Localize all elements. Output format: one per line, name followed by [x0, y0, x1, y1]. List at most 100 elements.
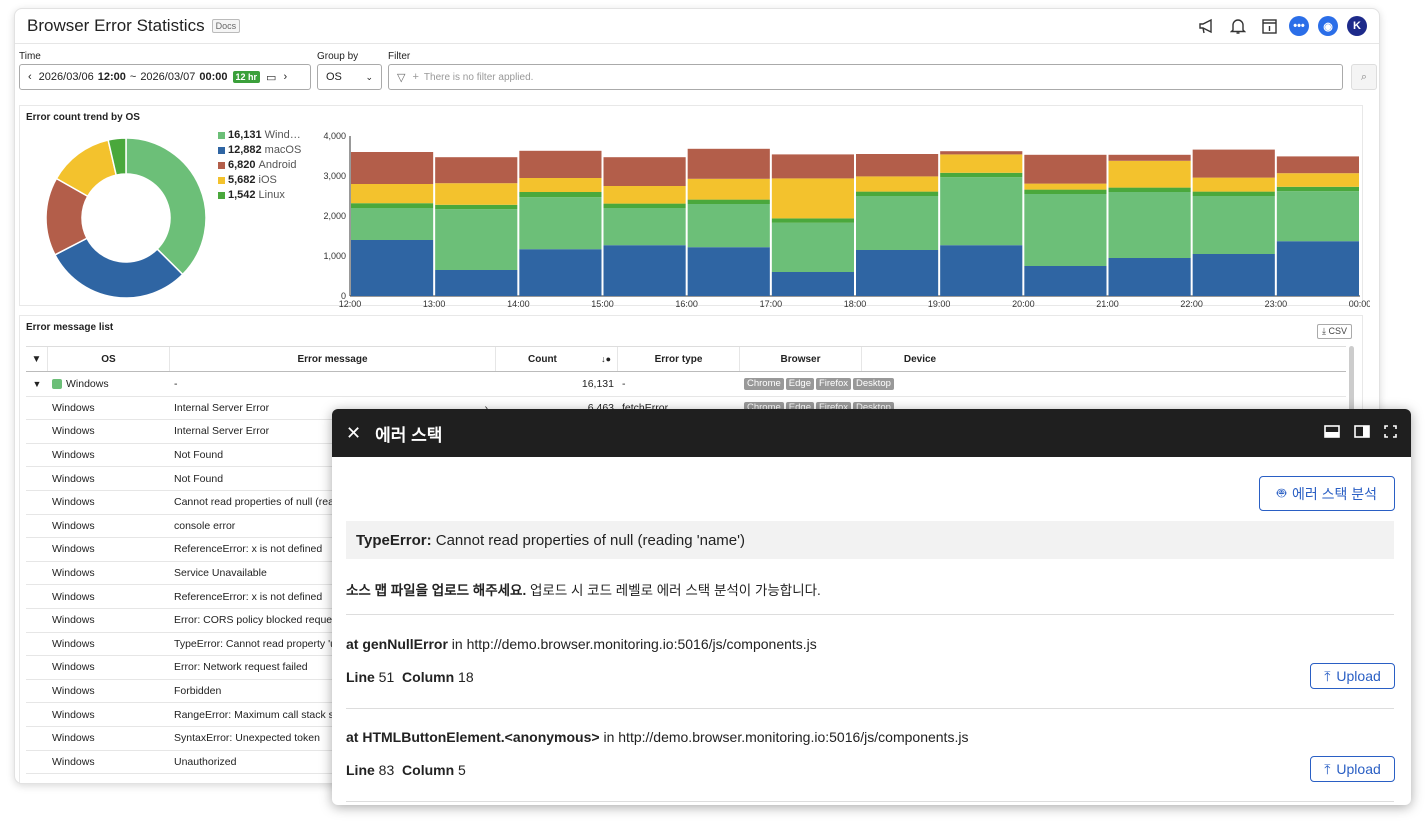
bar-android [687, 148, 770, 179]
x-tick-label: 17:00 [760, 299, 783, 309]
divider [346, 614, 1394, 615]
row-os: Windows [52, 661, 95, 674]
bar-android [519, 150, 602, 178]
csv-button[interactable]: ⤓ CSV [1317, 324, 1352, 339]
megaphone-icon[interactable] [1196, 15, 1218, 37]
group-os-label: Windows [66, 378, 109, 391]
prev-icon[interactable]: ‹ [28, 71, 32, 83]
y-tick-label: 3,000 [323, 171, 346, 181]
col-count[interactable]: Count ↓● [496, 347, 618, 371]
bar-android [1024, 154, 1107, 184]
bar-macos [351, 240, 434, 296]
notice-rest: 업로드 시 코드 레벨로 에러 스택 분석이 가능합니다. [529, 583, 821, 598]
x-tick-label: 12:00 [339, 299, 362, 309]
close-icon[interactable]: ✕ [346, 422, 362, 443]
docs-link[interactable]: Docs [211, 19, 241, 33]
legend-name: Wind… [264, 129, 301, 141]
bar-macos [940, 245, 1023, 296]
donut-slice-windows [125, 137, 207, 276]
bar-macos [519, 249, 602, 296]
chat-icon[interactable]: ••• [1289, 16, 1309, 36]
legend-item[interactable]: 1,542 Linux [218, 188, 301, 203]
row-msg: console error [174, 519, 236, 532]
x-tick-label: 13:00 [423, 299, 446, 309]
bar-linux [1276, 186, 1359, 192]
row-spacer [26, 515, 48, 538]
row-msg-cell: Internal Server Error [170, 420, 496, 443]
col-error-type[interactable]: Error type [618, 347, 740, 371]
col-device[interactable]: Device [903, 353, 937, 365]
frame-1-position: Line 51 Column 18 [346, 669, 474, 685]
dock-right-icon[interactable] [1354, 425, 1370, 441]
bar-windows [435, 209, 518, 270]
line-value: 51 [378, 669, 395, 685]
row-os: Windows [52, 685, 95, 698]
bar-ios [1024, 183, 1107, 190]
group-by-select[interactable]: OS ⌄ [317, 64, 382, 90]
legend-item[interactable]: 12,882 macOS [218, 143, 301, 158]
row-msg-cell: Error: Network request failed [170, 656, 496, 679]
col-os[interactable]: OS [48, 347, 170, 371]
time-from: 12:00 [97, 71, 126, 83]
chevron-right-icon[interactable]: › [484, 401, 489, 414]
bar-ios [940, 154, 1023, 173]
legend-item[interactable]: 6,820 Android [218, 158, 301, 173]
table-header: ▼ OS Error message Count ↓● Error type Br… [26, 346, 1346, 372]
search-button[interactable]: ⌕ [1351, 64, 1377, 90]
range-separator: ~ [129, 71, 137, 83]
stack-frame-2: at HTMLButtonElement.<anonymous> in http… [346, 729, 968, 745]
expand-all-icon[interactable]: ▼ [26, 347, 48, 371]
header-icons: ••• ◉ K [1196, 15, 1367, 37]
row-msg-cell: Error: CORS policy blocked reques [170, 609, 496, 632]
filter-input[interactable]: ▽ + There is no filter applied. [388, 64, 1343, 90]
bar-macos [435, 270, 518, 296]
row-msg: Service Unavailable [174, 567, 267, 580]
filter-icon: ▽ [397, 71, 406, 84]
avatar[interactable]: K [1347, 16, 1367, 36]
y-tick-label: 0 [341, 291, 346, 301]
bar-android [1108, 154, 1191, 161]
date-from: 2026/03/06 [38, 71, 94, 83]
collapse-icon[interactable]: ▼ [32, 379, 42, 390]
divider [346, 708, 1394, 709]
row-os: Windows [52, 401, 95, 414]
sort-desc-icon[interactable]: ↓● [601, 354, 611, 364]
row-msg-cell: SyntaxError: Unexpected token [170, 727, 496, 750]
bar-ios [351, 184, 434, 204]
row-spacer [26, 751, 48, 774]
bot-icon[interactable]: ◉ [1318, 16, 1338, 36]
plus-icon[interactable]: + [412, 71, 419, 83]
bell-icon[interactable] [1227, 15, 1249, 37]
dock-bottom-icon[interactable] [1324, 425, 1340, 441]
x-tick-label: 20:00 [1012, 299, 1035, 309]
next-icon[interactable]: › [283, 71, 288, 83]
row-msg-cell: RangeError: Maximum call stack s [170, 703, 496, 726]
range-badge[interactable]: 12 hr [232, 71, 261, 83]
line-label: Line [346, 762, 375, 778]
row-os: Windows [52, 732, 95, 745]
upload-button-2[interactable]: ⤒ Upload [1310, 756, 1395, 782]
x-tick-label: 14:00 [507, 299, 530, 309]
legend-item[interactable]: 16,131 Wind… [218, 128, 301, 143]
group-row-windows[interactable]: ▼ Windows - 16,131 - Chrome Edge Firefox… [26, 373, 1346, 397]
calendar-icon[interactable]: ▭ [266, 71, 277, 84]
tag-firefox: Firefox [815, 378, 852, 391]
bar-windows [1276, 191, 1359, 242]
fullscreen-icon[interactable] [1384, 425, 1397, 441]
sourcemap-notice: 소스 맵 파일을 업로드 해주세요. 업로드 시 코드 레벨로 에러 스택 분석… [346, 579, 821, 599]
row-msg-cell: ReferenceError: x is not defined [170, 538, 496, 561]
filter-placeholder: There is no filter applied. [423, 71, 534, 83]
frame-url: http://demo.browser.monitoring.io:5016/j… [466, 636, 817, 652]
x-tick-label: 16:00 [675, 299, 698, 309]
bar-windows [351, 208, 434, 240]
calendar-info-icon[interactable] [1258, 15, 1280, 37]
time-range-picker[interactable]: ‹ 2026/03/06 12:00 ~ 2026/03/07 00:00 12… [19, 64, 311, 90]
bot-icon: 🤖︎ [1276, 485, 1286, 502]
col-error-message[interactable]: Error message [170, 347, 496, 371]
upload-button-1[interactable]: ⤒ Upload [1310, 663, 1395, 689]
bar-android [1192, 149, 1275, 178]
bar-ios [435, 183, 518, 205]
col-browser[interactable]: Browser [740, 347, 862, 371]
legend-item[interactable]: 5,682 iOS [218, 173, 301, 188]
analyze-stack-button[interactable]: 🤖︎ 에러 스택 분석 [1259, 476, 1395, 511]
